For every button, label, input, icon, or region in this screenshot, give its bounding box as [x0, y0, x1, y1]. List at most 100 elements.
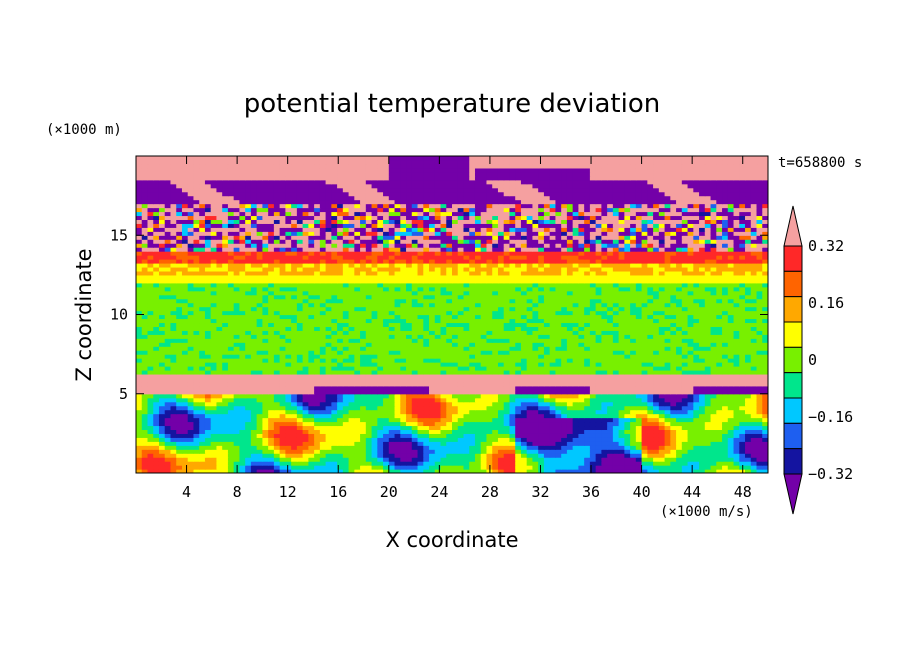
heatmap-cell: [480, 342, 488, 347]
heatmap-cell: [216, 441, 223, 446]
heatmap-cell: [233, 362, 241, 367]
heatmap-cell: [647, 457, 654, 462]
heatmap-cell: [210, 445, 218, 450]
heatmap-cell: [756, 302, 763, 308]
heatmap-cell: [348, 342, 355, 347]
heatmap-cell: [181, 350, 189, 355]
heatmap-cell: [158, 302, 166, 308]
heatmap-cell: [371, 433, 378, 438]
heatmap-cell: [555, 465, 562, 470]
heatmap-cell: [710, 385, 717, 391]
heatmap-cell: [279, 453, 286, 458]
heatmap-cell: [607, 401, 614, 407]
heatmap-cell: [526, 381, 534, 387]
heatmap-cell: [750, 330, 758, 335]
heatmap-cell: [566, 421, 574, 427]
heatmap-cell: [658, 381, 666, 387]
heatmap-cell: [210, 346, 218, 351]
heatmap-cell: [497, 318, 505, 324]
heatmap-cell: [406, 354, 413, 359]
heatmap-cell: [618, 350, 625, 355]
heatmap-cell: [515, 326, 522, 331]
heatmap-cell: [612, 373, 620, 379]
heatmap-cell: [411, 389, 419, 395]
heatmap-cell: [595, 338, 602, 343]
heatmap-cell: [176, 417, 183, 423]
heatmap-cell: [463, 302, 470, 308]
heatmap-cell: [153, 377, 160, 383]
heatmap-cell: [601, 310, 608, 316]
heatmap-cell: [256, 401, 263, 407]
heatmap-cell: [480, 381, 488, 387]
heatmap-cell: [377, 381, 384, 387]
heatmap-cell: [566, 338, 574, 343]
heatmap-cell: [371, 338, 378, 343]
heatmap-cell: [153, 421, 160, 427]
heatmap-cell: [584, 389, 591, 395]
heatmap-cell: [676, 298, 683, 304]
heatmap-cell: [204, 461, 212, 466]
heatmap-cell: [429, 449, 436, 454]
heatmap-field: [136, 156, 768, 473]
heatmap-cell: [170, 389, 177, 395]
heatmap-cell: [360, 350, 367, 355]
heatmap-cell: [164, 338, 172, 343]
heatmap-cell: [440, 425, 447, 431]
heatmap-cell: [566, 310, 574, 316]
heatmap-cell: [756, 369, 763, 375]
heatmap-cell: [595, 425, 602, 431]
heatmap-cell: [319, 342, 327, 347]
heatmap-cell: [739, 461, 746, 466]
heatmap-cell: [285, 393, 292, 399]
heatmap-cell: [503, 334, 511, 339]
heatmap-cell: [141, 457, 149, 462]
heatmap-cell: [658, 294, 666, 300]
heatmap-cell: [469, 449, 476, 454]
heatmap-cell: [555, 445, 562, 450]
heatmap-cell: [388, 445, 396, 450]
heatmap-cell: [279, 350, 286, 355]
heatmap-cell: [204, 318, 212, 324]
heatmap-cell: [417, 409, 424, 415]
heatmap-cell: [222, 401, 229, 407]
heatmap-cell: [549, 409, 557, 415]
heatmap-cell: [434, 465, 442, 470]
heatmap-cell: [520, 373, 528, 379]
heatmap-cell: [624, 381, 631, 387]
heatmap-cell: [170, 445, 177, 450]
heatmap-cell: [624, 465, 631, 470]
heatmap-cell: [463, 413, 470, 419]
heatmap-cell: [233, 310, 241, 316]
heatmap-cell: [158, 298, 166, 304]
heatmap-cell: [561, 373, 568, 379]
heatmap-cell: [291, 385, 298, 391]
heatmap-cell: [710, 393, 717, 399]
heatmap-cell: [302, 441, 309, 446]
heatmap-cell: [618, 397, 625, 403]
heatmap-cell: [337, 457, 344, 462]
heatmap-cell: [538, 397, 545, 403]
heatmap-cell: [641, 338, 648, 343]
heatmap-cell: [187, 310, 195, 316]
heatmap-cell: [693, 330, 700, 335]
heatmap-cell: [727, 318, 735, 324]
heatmap-cell: [457, 338, 465, 343]
heatmap-cell: [199, 409, 206, 415]
heatmap-cell: [452, 314, 459, 320]
heatmap-cell: [434, 377, 442, 383]
heatmap-cell: [503, 322, 511, 327]
heatmap-cell: [227, 409, 235, 415]
heatmap-cell: [733, 342, 740, 347]
heatmap-cell: [216, 389, 223, 395]
heatmap-cell: [497, 445, 505, 450]
heatmap-cell: [365, 453, 373, 458]
heatmap-cell: [319, 425, 327, 431]
heatmap-cell: [486, 294, 493, 300]
heatmap-cell: [503, 413, 511, 419]
heatmap-cell: [193, 405, 200, 411]
heatmap-cell: [199, 330, 206, 335]
heatmap-cell: [538, 366, 545, 371]
heatmap-cell: [193, 433, 200, 438]
heatmap-cell: [153, 405, 160, 411]
heatmap-cell: [710, 465, 717, 470]
